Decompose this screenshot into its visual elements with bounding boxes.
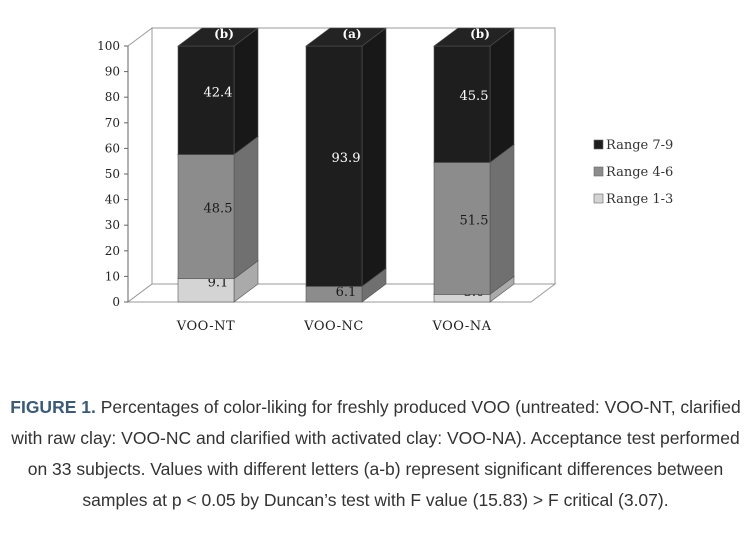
bar-top-face — [177, 27, 259, 47]
y-tick-label: 80 — [105, 90, 120, 104]
x-category-label: VOO-NT — [176, 319, 235, 334]
y-tick-label: 100 — [97, 39, 120, 53]
data-label: 6.1 — [336, 285, 357, 300]
bar-segment — [433, 162, 491, 295]
bar-side-face — [361, 27, 387, 287]
stacked-bar-chart: 0 10 20 30 40 50 60 70 80 90 100 9.1 48.5 42.4 (b) VOO-… — [97, 27, 673, 334]
x-category-label: VOO-NC — [303, 319, 364, 334]
y-tick-label: 30 — [105, 218, 120, 232]
y-tick-label: 20 — [105, 244, 120, 258]
data-label: 9.1 — [208, 275, 229, 290]
significance-letter: (a) — [342, 27, 361, 41]
figure-caption: FIGURE 1. Percentages of color-liking fo… — [6, 392, 745, 516]
bar-side-face — [233, 135, 259, 280]
y-tick-label: 50 — [105, 167, 120, 181]
side-wall — [127, 27, 153, 303]
legend-swatch — [593, 193, 604, 204]
bar-top-face — [433, 27, 515, 47]
bar-side-face — [233, 27, 259, 156]
y-tick-label: 0 — [112, 295, 120, 309]
legend-label: Range 4-6 — [606, 165, 673, 180]
significance-letter: (b) — [470, 27, 490, 41]
bar-segment — [177, 45, 235, 155]
bar-top-face — [305, 27, 387, 47]
significance-letter: (b) — [214, 27, 234, 41]
bar-segment — [305, 45, 363, 287]
bar-segment — [433, 45, 491, 163]
figure-chart: 0 10 20 30 40 50 60 70 80 90 100 9.1 48.5 42.4 (b) VOO-… — [97, 27, 673, 334]
y-tick-label: 90 — [105, 65, 120, 79]
data-label: 45.5 — [460, 89, 489, 104]
y-tick-label: 70 — [105, 116, 120, 130]
data-label: 48.5 — [204, 202, 233, 217]
legend-label: Range 7-9 — [606, 138, 673, 153]
data-label: 51.5 — [460, 213, 489, 228]
y-tick-label: 40 — [105, 193, 120, 207]
legend-swatch — [593, 166, 604, 177]
legend-label: Range 1-3 — [606, 192, 673, 207]
y-tick-label: 10 — [105, 269, 120, 283]
bar-side-face — [489, 27, 515, 164]
caption-text: Percentages of color-liking for freshly … — [11, 397, 741, 510]
data-label: 93.9 — [332, 151, 361, 166]
figure-label: FIGURE 1. — [10, 397, 96, 417]
x-category-label: VOO-NA — [431, 319, 491, 334]
y-tick-label: 60 — [105, 141, 120, 155]
data-label: 42.4 — [204, 85, 233, 100]
bar-side-face — [489, 143, 515, 295]
legend-swatch — [593, 139, 604, 150]
